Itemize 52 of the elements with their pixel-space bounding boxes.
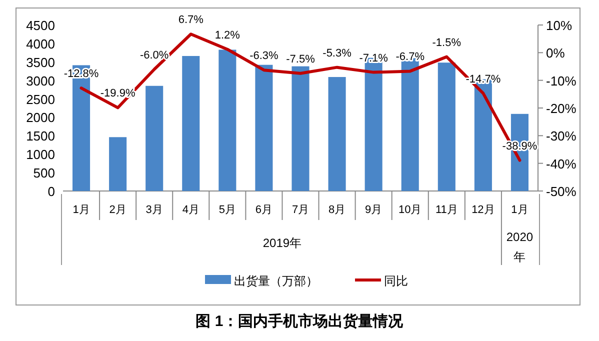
bar [218, 50, 236, 191]
x-tick-label: 1月 [511, 204, 528, 216]
x-tick-label: 12月 [472, 204, 495, 216]
x-tick-label: 8月 [328, 204, 346, 216]
data-label: -38.9% [502, 140, 538, 152]
legend-label: 同比 [384, 274, 408, 288]
x-tick-label: 4月 [182, 204, 200, 216]
text: 2019年 [262, 236, 302, 250]
y-tick-label: 500 [33, 166, 55, 181]
bar [146, 86, 164, 191]
x-tick-label: 5月 [218, 204, 236, 216]
y2-tick-label: -10% [546, 73, 577, 88]
y-tick-label: 4000 [26, 36, 55, 52]
y-tick-label: 3500 [26, 54, 55, 70]
data-label: -7.5% [286, 53, 316, 66]
data-label: 6.7% [178, 14, 204, 26]
legend-label: 出货量（万部） [234, 274, 318, 288]
data-label: -6.7% [396, 51, 425, 64]
x-tick-label: 1月 [72, 204, 90, 216]
y-tick-label: 2500 [26, 92, 55, 107]
bar [438, 62, 456, 191]
bar [328, 77, 346, 191]
text: 图 1：国内手机市场出货量情况 [196, 312, 404, 330]
data-label: -6.0% [140, 49, 169, 62]
x-tick-label: 11月 [435, 204, 458, 216]
bar [255, 64, 273, 191]
x-tick-label: 3月 [146, 204, 163, 216]
data-label: -6.3% [250, 50, 279, 62]
data-label: -5.3% [322, 47, 352, 60]
y-tick-label: 1500 [26, 128, 55, 144]
bar [292, 66, 310, 191]
y2-tick-label: -30% [546, 128, 577, 144]
x-tick-label: 2月 [109, 204, 126, 216]
text: 2020年 [506, 230, 534, 264]
bar [182, 56, 200, 191]
bar [109, 137, 127, 191]
y2-tick-label: 0% [546, 46, 566, 61]
y-tick-label: 1000 [26, 147, 55, 162]
data-label: -1.5% [432, 36, 462, 49]
y2-tick-label: -40% [546, 156, 577, 172]
y-tick-label: 2000 [26, 110, 55, 126]
x-tick-label: 7月 [292, 204, 310, 216]
y2-tick-label: 10% [546, 18, 572, 33]
x-tick-label: 9月 [365, 204, 382, 216]
y-tick-label: 0 [48, 184, 55, 199]
y2-tick-label: -50% [546, 184, 577, 199]
y-tick-label: 4500 [26, 18, 55, 33]
x-tick-label: 6月 [255, 204, 273, 216]
x-tick-label: 10月 [398, 204, 422, 216]
data-label: 1.2% [214, 29, 240, 42]
y2-tick-label: -20% [546, 101, 577, 116]
y-tick-label: 3000 [26, 73, 55, 88]
